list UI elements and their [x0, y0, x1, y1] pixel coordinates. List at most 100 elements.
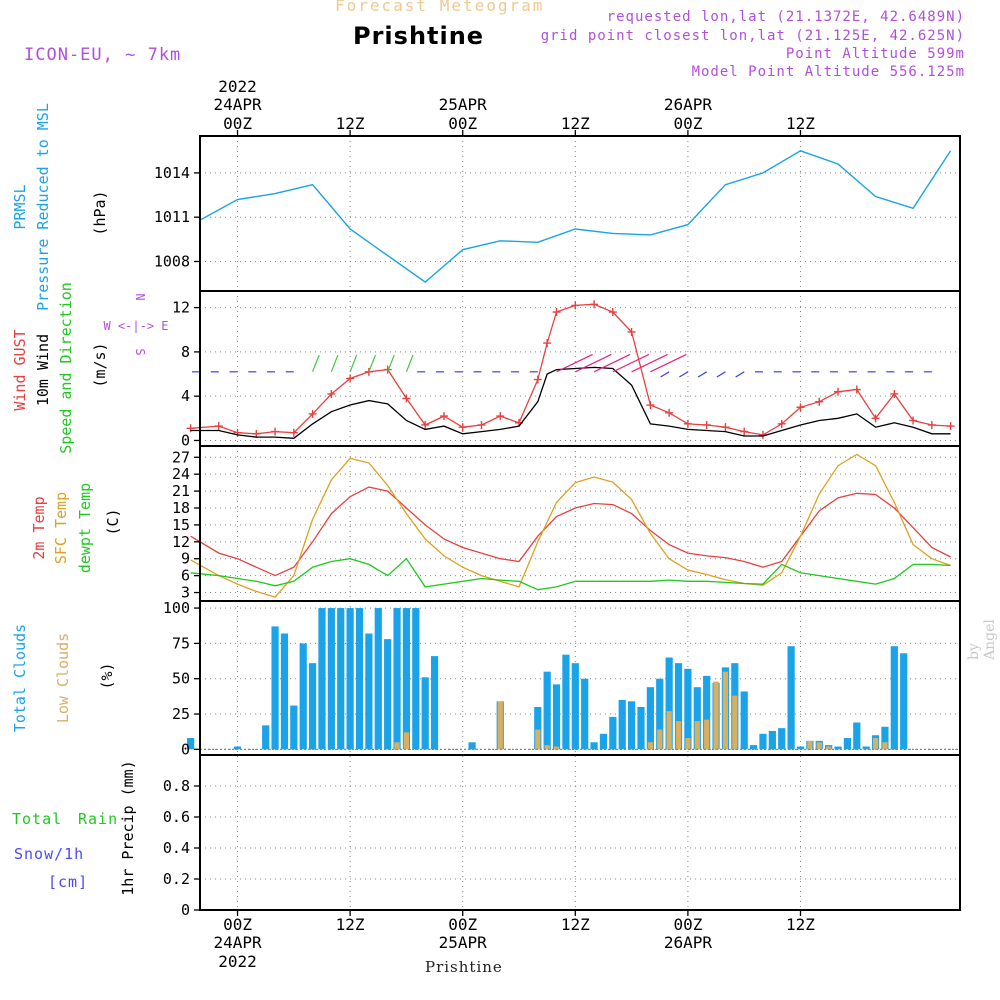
low-cloud-bar [816, 742, 822, 750]
y-tick-label: 4 [181, 387, 190, 405]
gust-point [890, 389, 899, 398]
y-tick-label: 0.4 [163, 839, 190, 857]
gust-point [627, 327, 636, 336]
total-cloud-bar [337, 608, 345, 750]
total-cloud-bar [262, 725, 270, 750]
total-cloud-bar [740, 691, 748, 750]
gust-point [665, 408, 674, 417]
low-cloud-bar [497, 701, 503, 750]
gridpoint-coords: grid point closest lon,lat (21.125E, 42.… [540, 28, 965, 44]
bottom-day-label: 26APR [664, 933, 713, 952]
low-cloud-bar [732, 695, 738, 750]
gust-point [421, 420, 430, 429]
wind-direction-arrow [716, 371, 726, 378]
total-cloud-bar [674, 663, 683, 750]
panel-frame [199, 445, 961, 602]
total-cloud-bar [421, 677, 429, 750]
y-tick-label: 75 [172, 634, 190, 652]
top-day-label: 24APR [213, 95, 262, 114]
bottom-year-label: 2022 [218, 952, 257, 971]
low-cloud-bar [544, 745, 550, 750]
gust-label: Wind GUST [11, 329, 29, 410]
wind-unit: (m/s) [91, 342, 109, 387]
y-tick-label: 12 [172, 299, 190, 317]
total-cloud-bar [618, 699, 626, 750]
total-cloud-bar [384, 639, 392, 750]
gust-point [327, 389, 336, 398]
sfc-temp-line [190, 453, 951, 598]
y-tick-label: 0.6 [163, 808, 190, 826]
low-cloud-bar [675, 721, 682, 750]
total-cloud-bar [665, 657, 673, 750]
bottom-hour-label: 00Z [223, 915, 252, 934]
total-cloud-bar [900, 653, 908, 750]
legend-snow: Snow/1h [14, 845, 85, 863]
gust-point [308, 409, 317, 418]
wind-label: 10m Wind [34, 334, 52, 406]
low-cloud-bar [882, 742, 888, 750]
total-cloud-bar [796, 746, 805, 750]
low-cloud-bar [872, 738, 879, 750]
wind-direction-arrow [330, 354, 339, 373]
gust-point [458, 423, 467, 432]
y-tick-label: 18 [172, 499, 190, 517]
gust-point [871, 414, 880, 423]
meteogram-subtitle: Forecast Meteogram [335, 0, 545, 15]
total-cloud-bar [271, 626, 279, 750]
wind-direction-arrow [387, 354, 395, 373]
total-cloud-bar [571, 663, 579, 750]
y-tick-label: 1011 [154, 208, 190, 226]
watermark: by Angel [966, 619, 998, 660]
pressure-line [199, 150, 952, 283]
total-cloud-bar [430, 656, 439, 750]
gust-point [552, 308, 561, 317]
low-cloud-bar [807, 740, 813, 750]
y-tick-label: 21 [172, 482, 190, 500]
total-cloud-bar [581, 678, 589, 750]
total-cloud-bar [768, 730, 776, 750]
gust-point [927, 420, 936, 429]
total-cloud-bar [308, 663, 317, 750]
top-hour-label: 00Z [448, 114, 477, 133]
y-tick-label: 8 [181, 343, 190, 361]
total-cloud-bar [637, 706, 645, 750]
total-cloud-bar [393, 608, 401, 750]
total-cloud-bar [365, 633, 373, 750]
wind-direction-arrow [735, 371, 745, 378]
gust-point [683, 419, 692, 428]
total-cloud-bar [656, 678, 664, 750]
low-cloud-bar [666, 711, 672, 750]
sfc-temp-label: SFC Temp [52, 492, 70, 564]
gust-point [946, 422, 955, 431]
legend-rain: Rain [78, 810, 119, 828]
bottom-hour-label: 12Z [786, 915, 815, 934]
total-cloud-bar [759, 733, 767, 750]
low-cloud-bar [685, 738, 691, 750]
pressure-unit: (hPa) [91, 190, 109, 235]
model-label: ICON-EU, ~ 7km [24, 45, 182, 65]
total-cloud-bar [233, 746, 242, 750]
temp-2m-line [190, 486, 951, 577]
gust-point [815, 397, 824, 406]
y-tick-label: 9 [181, 550, 190, 568]
bottom-hour-label: 12Z [561, 915, 590, 934]
temp-unit: (C) [104, 508, 122, 535]
wind-direction-arrow [679, 371, 689, 378]
total-cloud-bar [684, 668, 692, 750]
direction-label: Speed and Direction [57, 282, 75, 454]
y-tick-label: 27 [172, 448, 190, 466]
total-cloud-bar [402, 608, 411, 750]
gust-point [439, 412, 448, 421]
precip-label: 1hr Precip (mm) [119, 760, 137, 895]
total-cloud-bar [628, 701, 636, 750]
gust-point [777, 419, 786, 428]
y-tick-label: 1008 [154, 252, 190, 270]
total-cloud-bar [346, 608, 354, 750]
total-cloud-bar [468, 742, 476, 750]
wind-direction-arrow [556, 353, 593, 373]
y-tick-label: 3 [181, 584, 190, 602]
total-cloud-bar [853, 722, 861, 750]
gust-point [590, 300, 599, 309]
top-year-label: 2022 [218, 77, 257, 96]
